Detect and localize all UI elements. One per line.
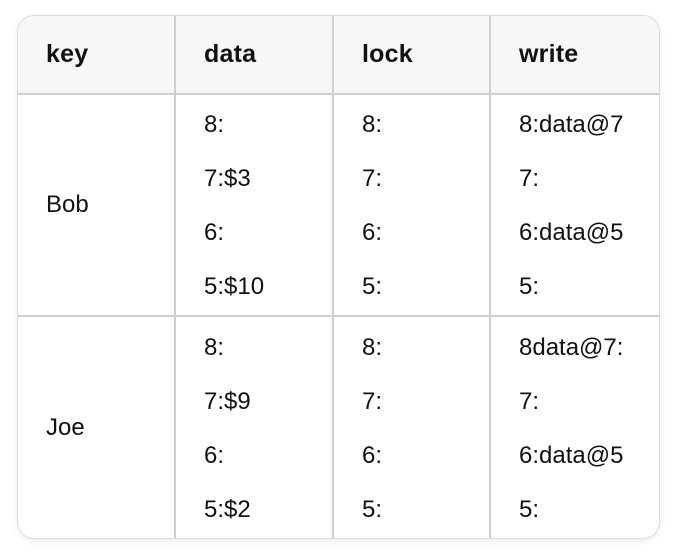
header-row: key data lock write	[18, 16, 659, 95]
lock-line: 7:	[362, 165, 383, 192]
write-line: 8data@7:	[519, 333, 624, 361]
write-line: 7:	[519, 387, 540, 415]
data-line: 7:$3	[204, 165, 251, 192]
write-line: 5:	[519, 495, 540, 523]
key-cell: Joe	[18, 316, 176, 538]
data-line: 6:	[204, 441, 225, 469]
lock-line: 6:	[362, 219, 383, 246]
write-line: 7:	[519, 165, 540, 192]
lock-line: 8:	[362, 111, 383, 138]
data-line: 6:	[204, 219, 225, 246]
data-line: 8:	[204, 111, 225, 138]
lock-line: 8:	[362, 333, 383, 361]
lock-line: 7:	[362, 387, 383, 415]
table-row: Joe 8: 7:$9 6: 5:$2 8: 7: 6: 5:	[18, 316, 659, 538]
data-line: 7:$9	[204, 387, 251, 415]
write-cell: 8:data@7 7: 6:data@5 5:	[490, 94, 659, 317]
data-cell: 8: 7:$9 6: 5:$2	[175, 316, 334, 538]
column-header-key: key	[18, 16, 176, 95]
lock-line: 6:	[362, 441, 383, 469]
write-cell: 8data@7: 7: 6:data@5 5:	[490, 316, 659, 538]
lock-line: 5:	[362, 273, 383, 300]
lock-cell: 8: 7: 6: 5:	[333, 316, 491, 538]
table-card: key data lock write Bob 8: 7:$3 6: 5:$10	[18, 16, 659, 538]
column-header-write: write	[490, 16, 659, 95]
data-line: 8:	[204, 333, 225, 361]
data-cell: 8: 7:$3 6: 5:$10	[175, 94, 334, 317]
write-line: 6:data@5	[519, 219, 624, 246]
data-line: 5:$2	[204, 495, 251, 523]
data-line: 5:$10	[204, 273, 265, 300]
column-header-data: data	[175, 16, 334, 95]
lock-line: 5:	[362, 495, 383, 523]
lock-cell: 8: 7: 6: 5:	[333, 94, 491, 317]
table-row: Bob 8: 7:$3 6: 5:$10 8: 7: 6: 5:	[18, 94, 659, 317]
mvcc-table: key data lock write Bob 8: 7:$3 6: 5:$10	[18, 16, 659, 538]
write-line: 8:data@7	[519, 111, 624, 138]
write-line: 6:data@5	[519, 441, 624, 469]
key-cell: Bob	[18, 94, 176, 317]
write-line: 5:	[519, 273, 540, 300]
column-header-lock: lock	[333, 16, 491, 95]
